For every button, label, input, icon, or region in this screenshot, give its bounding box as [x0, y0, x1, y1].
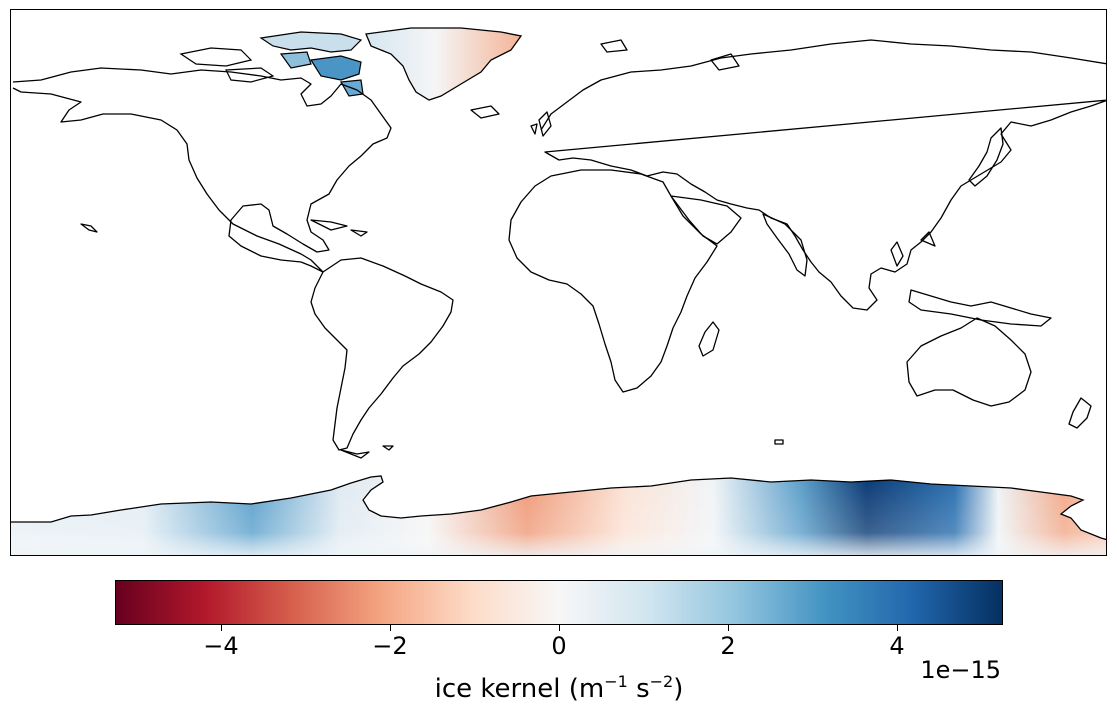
colorbar-label-exp1: −1 [604, 672, 628, 691]
australia-outline [906, 317, 1032, 407]
north-america-outline [12, 67, 392, 273]
colorbar-tick [897, 625, 898, 631]
sea-islands-outline [908, 289, 1052, 327]
british-isles-outline [530, 111, 552, 137]
greenland-shape [365, 27, 523, 101]
colorbar-label-text: ice kernel (m [434, 674, 605, 704]
colorbar-label: ice kernel (m−1 s−2) [435, 672, 684, 704]
eurasia-outline [540, 39, 1106, 311]
colorbar-tick [390, 625, 391, 631]
colorbar-label-end: ) [673, 674, 684, 704]
new-zealand-outline [1068, 397, 1092, 429]
world-map [11, 27, 1106, 555]
map-panel [10, 9, 1107, 556]
colorbar-tick-label: 4 [889, 632, 905, 660]
japan-outline [968, 127, 1004, 187]
antarctica-shape [11, 475, 1106, 555]
iceland-outline [470, 105, 500, 119]
colorbar-gradient [116, 581, 1002, 624]
colorbar-offset-text: 1e−15 [920, 656, 1001, 684]
colorbar-tick [559, 625, 560, 631]
india-outline [762, 213, 808, 277]
south-america-outline [310, 257, 454, 451]
arctic-islands-shape [179, 31, 364, 97]
arabia-outline [670, 195, 742, 245]
colorbar-label-mid: s [627, 674, 650, 704]
colorbar-tick [221, 625, 222, 631]
africa-outline [508, 169, 718, 393]
caribbean-outline [310, 219, 368, 237]
continent-outlines [12, 39, 1106, 459]
colorbar-tick-label: −2 [372, 632, 408, 660]
colorbar-label-exp2: −2 [649, 672, 674, 691]
madagascar-outline [698, 321, 720, 357]
colorbar-tick-label: 2 [720, 632, 736, 660]
colorbar-tick-label: 0 [551, 632, 567, 660]
colorbar-tick [728, 625, 729, 631]
colorbar-tick-label: −4 [203, 632, 239, 660]
colorbar [115, 580, 1003, 625]
